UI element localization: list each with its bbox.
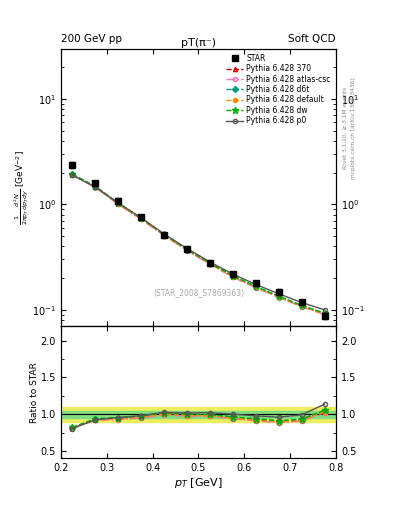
Y-axis label: Ratio to STAR: Ratio to STAR — [30, 362, 39, 422]
Y-axis label: $\frac{1}{2\pi p_T}\frac{d^2N}{dp_T dy}$ [GeV$^{-2}$]: $\frac{1}{2\pi p_T}\frac{d^2N}{dp_T dy}$… — [13, 150, 31, 225]
Legend: STAR, Pythia 6.428 370, Pythia 6.428 atlas-csc, Pythia 6.428 d6t, Pythia 6.428 d: STAR, Pythia 6.428 370, Pythia 6.428 atl… — [225, 52, 332, 127]
X-axis label: $p_T$ [GeV]: $p_T$ [GeV] — [174, 476, 223, 490]
Text: 200 GeV pp: 200 GeV pp — [61, 33, 122, 44]
Bar — [61, 407, 336, 421]
Text: mcplots.cern.ch [arXiv:1306.3436]: mcplots.cern.ch [arXiv:1306.3436] — [351, 77, 356, 179]
Text: Rivet 3.1.10, ≥ 3.1M events: Rivet 3.1.10, ≥ 3.1M events — [343, 87, 348, 169]
Text: (STAR_2008_S7869363): (STAR_2008_S7869363) — [153, 288, 244, 297]
Text: Soft QCD: Soft QCD — [288, 33, 336, 44]
Bar — [61, 411, 336, 418]
Title: pT(π⁻): pT(π⁻) — [181, 38, 216, 48]
